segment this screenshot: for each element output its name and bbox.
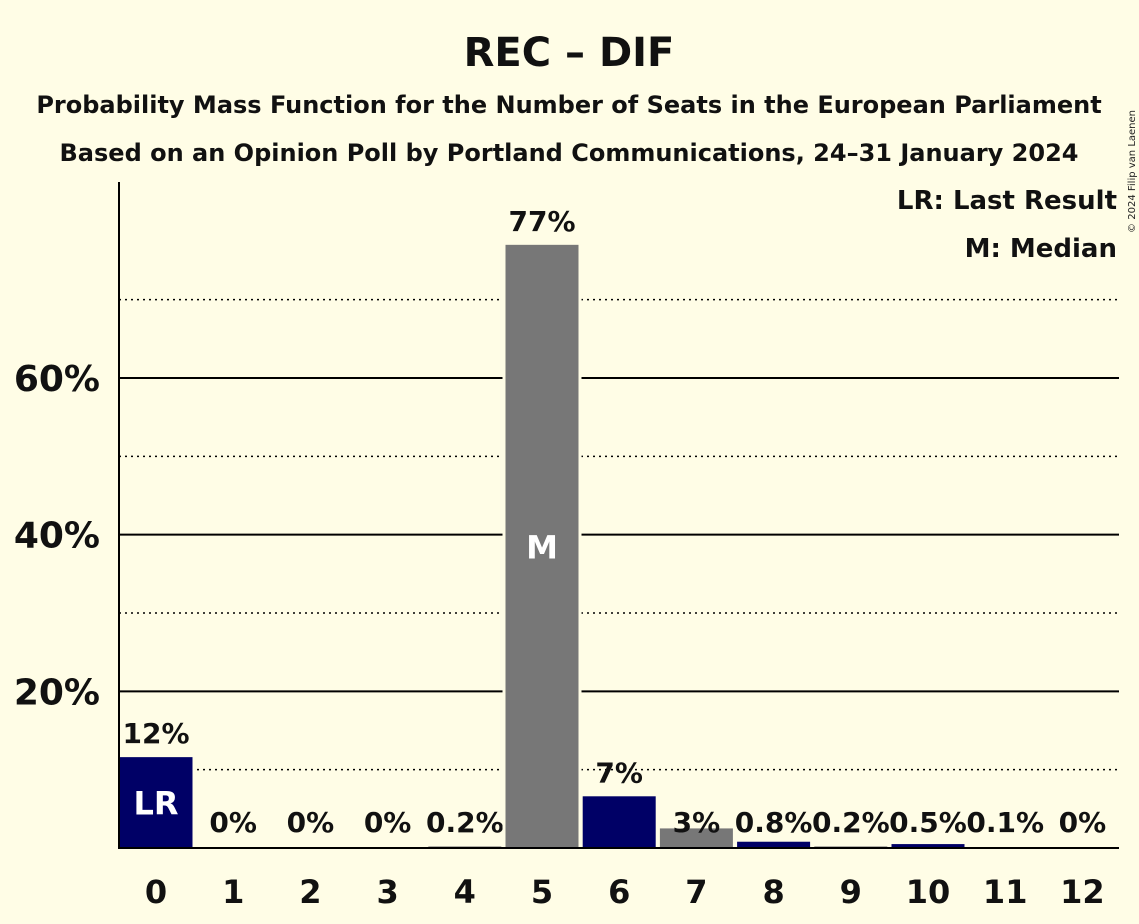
data-label-10: 0.5% <box>889 806 967 839</box>
data-label-0: 12% <box>122 717 189 750</box>
data-label-3: 0% <box>364 806 412 839</box>
x-tick-label: 7 <box>685 873 707 911</box>
bar-6 <box>582 796 656 848</box>
x-tick-label: 8 <box>762 873 784 911</box>
data-label-8: 0.8% <box>735 806 813 839</box>
copyright-notice: © 2024 Filip van Laenen <box>1127 110 1138 233</box>
x-tick-label: 4 <box>454 873 476 911</box>
in-bar-label-0: LR <box>133 785 178 823</box>
x-tick-label: 3 <box>376 873 398 911</box>
data-label-1: 0% <box>209 806 257 839</box>
chart-subtitle-line-1: Probability Mass Function for the Number… <box>36 91 1101 119</box>
bar-7 <box>659 828 733 848</box>
data-label-5: 77% <box>508 205 575 238</box>
gridlines <box>119 298 1119 771</box>
x-tick-label: 9 <box>840 873 862 911</box>
x-tick-label: 11 <box>983 873 1028 911</box>
y-tick-label: 40% <box>14 516 100 557</box>
bar-10 <box>891 844 965 848</box>
legend-last-result: LR: Last Result <box>897 186 1117 216</box>
chart-title: REC – DIF <box>464 30 675 76</box>
x-tick-label: 2 <box>299 873 321 911</box>
x-tick-label: 6 <box>608 873 630 911</box>
x-tick-label: 5 <box>531 873 553 911</box>
x-tick-label: 10 <box>906 873 951 911</box>
legend-median: M: Median <box>965 234 1117 264</box>
data-label-2: 0% <box>287 806 335 839</box>
x-tick-label: 1 <box>222 873 244 911</box>
bars: 12%LR 0% 0% 0% 0.2%77%M7%3% 0.8% 0.2% 0.5% 0.1% 0… <box>116 205 1107 849</box>
x-tick-label: 0 <box>145 873 167 911</box>
x-tick-label: 12 <box>1060 873 1105 911</box>
bar-5 <box>505 244 579 849</box>
y-tick-label: 20% <box>14 672 100 713</box>
data-label-6: 7% <box>595 756 643 789</box>
data-label-7: 3% <box>673 806 721 839</box>
data-label-4: 0.2% <box>426 806 504 839</box>
y-tick-label: 60% <box>14 359 100 400</box>
axes: 20%40%60%0 1 2 3 4 5 6 7 8 9 10 11 12 <box>14 182 1119 911</box>
bar-0 <box>119 757 193 848</box>
in-bar-label-5: M <box>526 529 558 567</box>
data-label-9: 0.2% <box>812 806 890 839</box>
data-label-12: 0% <box>1059 806 1107 839</box>
chart-subtitle-line-2: Based on an Opinion Poll by Portland Com… <box>60 139 1079 167</box>
data-label-11: 0.1% <box>966 806 1044 839</box>
bar-8 <box>737 841 811 848</box>
